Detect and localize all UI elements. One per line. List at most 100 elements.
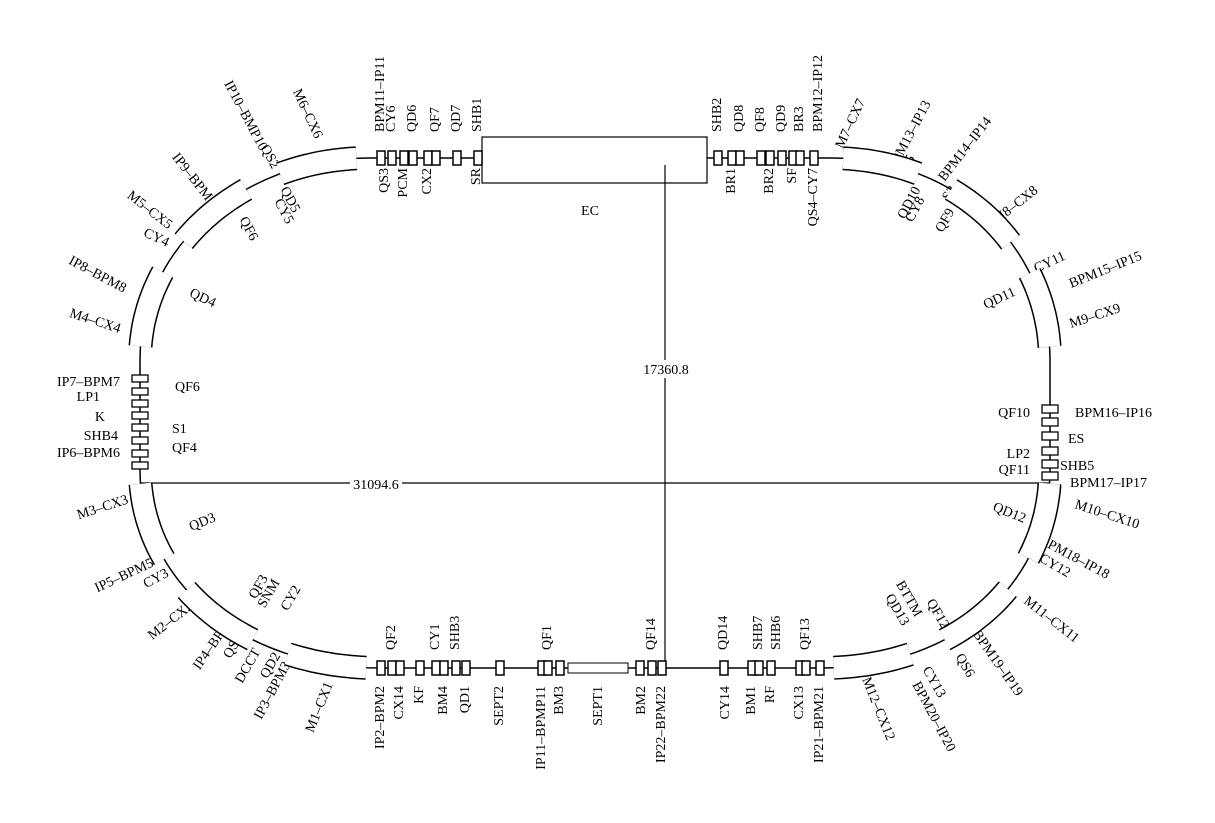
element: [473, 150, 483, 166]
component-label: RF: [763, 686, 778, 703]
dipole: [1020, 268, 1061, 348]
element: [1041, 431, 1059, 441]
component-label: BPM16–IP16: [1075, 406, 1152, 421]
dipole: [842, 147, 922, 184]
component-label: BPM12–IP12: [811, 55, 826, 132]
component-label: SEPT2: [492, 686, 507, 726]
component-label: M10–CX10: [1073, 498, 1141, 533]
component-label: SHB1: [470, 98, 485, 132]
component-label: SHB5: [1060, 459, 1094, 474]
element: [495, 660, 505, 676]
electron-cooler: [481, 136, 708, 184]
component-label: LP2: [1007, 447, 1030, 462]
component-label: M4–CX4: [67, 306, 122, 337]
element: [131, 374, 149, 383]
component-label: QF4: [172, 441, 197, 456]
dipole: [175, 180, 252, 248]
element: [815, 660, 825, 676]
element: [408, 150, 418, 166]
element: [387, 150, 397, 166]
element: [452, 150, 462, 166]
element: [131, 449, 149, 458]
dipole: [945, 180, 1019, 249]
dipole: [939, 582, 1016, 649]
element: [555, 660, 565, 676]
component-label: CY14: [718, 686, 733, 719]
component-label: M12–CX12: [858, 675, 897, 743]
component-label: M7–CX7: [833, 97, 869, 151]
component-label: BM4: [436, 686, 451, 715]
element: [801, 660, 811, 676]
component-label: BM2: [634, 686, 649, 715]
component-label: SHB3: [448, 616, 463, 650]
component-label: QD3: [187, 511, 218, 535]
component-label: QF14: [644, 618, 659, 650]
element: [451, 660, 461, 676]
component-label: BPM14–IP14: [936, 115, 995, 185]
component-label: EC: [581, 204, 599, 219]
component-label: QD6: [405, 105, 420, 132]
component-label: QD11: [981, 285, 1018, 313]
component-label: CY6: [384, 106, 399, 132]
component-label: M3–CX3: [75, 493, 130, 524]
element: [387, 660, 397, 676]
component-label: BPM11–IP11: [373, 56, 388, 132]
element: [131, 399, 149, 408]
element: [415, 660, 425, 676]
component-label: QF9: [933, 206, 958, 235]
dipole: [178, 582, 258, 649]
component-label: M1–CX1: [303, 680, 337, 735]
component-label: K: [95, 410, 105, 425]
component-label: QS4–CY7: [806, 168, 821, 226]
element: [1041, 471, 1059, 481]
component-label: CX2: [420, 168, 435, 194]
element: [431, 660, 441, 676]
component-label: CX13: [792, 686, 807, 719]
element: [1041, 446, 1059, 456]
component-label: CY2: [278, 583, 304, 613]
component-label: IP10–BMP10: [220, 78, 269, 153]
element: [756, 150, 766, 166]
component-label: QD8: [732, 105, 747, 132]
component-label: BM3: [552, 686, 567, 715]
component-label: CX14: [392, 686, 407, 719]
component-label: QF2: [384, 625, 399, 650]
width-dimension: 31094.6: [353, 478, 399, 493]
component-label: QD7: [449, 105, 464, 132]
element: [461, 660, 471, 676]
component-label: SHB4: [84, 429, 118, 444]
component-label: SF: [785, 168, 800, 184]
component-label: QF6: [236, 214, 261, 243]
component-label: BR2: [762, 168, 777, 194]
element: [754, 660, 764, 676]
component-label: CY1: [428, 624, 443, 650]
component-label: QF11: [999, 463, 1030, 478]
dipole: [130, 482, 174, 565]
component-label: IP21–BPM21: [812, 686, 827, 763]
component-label: SHB2: [710, 98, 725, 132]
dipole: [130, 267, 172, 348]
component-label: BPM17–IP17: [1070, 476, 1147, 491]
element: [395, 660, 405, 676]
element: [809, 150, 819, 166]
component-label: IP6–BPM6: [57, 446, 120, 461]
component-label: BPM15–IP15: [1067, 249, 1144, 292]
element: [131, 461, 149, 470]
component-label: QF1: [540, 625, 555, 650]
component-label: IP2–BPM2: [373, 686, 388, 749]
element: [635, 660, 645, 676]
component-label: QS3: [377, 168, 392, 193]
element: [439, 660, 449, 676]
element: [1041, 404, 1059, 414]
element: [713, 150, 723, 166]
component-label: IP11–BPMP11: [534, 686, 549, 770]
component-label: IP8–BPM8: [66, 254, 129, 297]
element: [795, 150, 805, 166]
element: [766, 660, 776, 676]
component-label: LP1: [77, 390, 100, 405]
component-label: QD14: [716, 616, 731, 650]
component-label: SR: [469, 167, 484, 185]
label-bg: [638, 360, 694, 378]
component-label: M11–CX11: [1021, 594, 1082, 646]
